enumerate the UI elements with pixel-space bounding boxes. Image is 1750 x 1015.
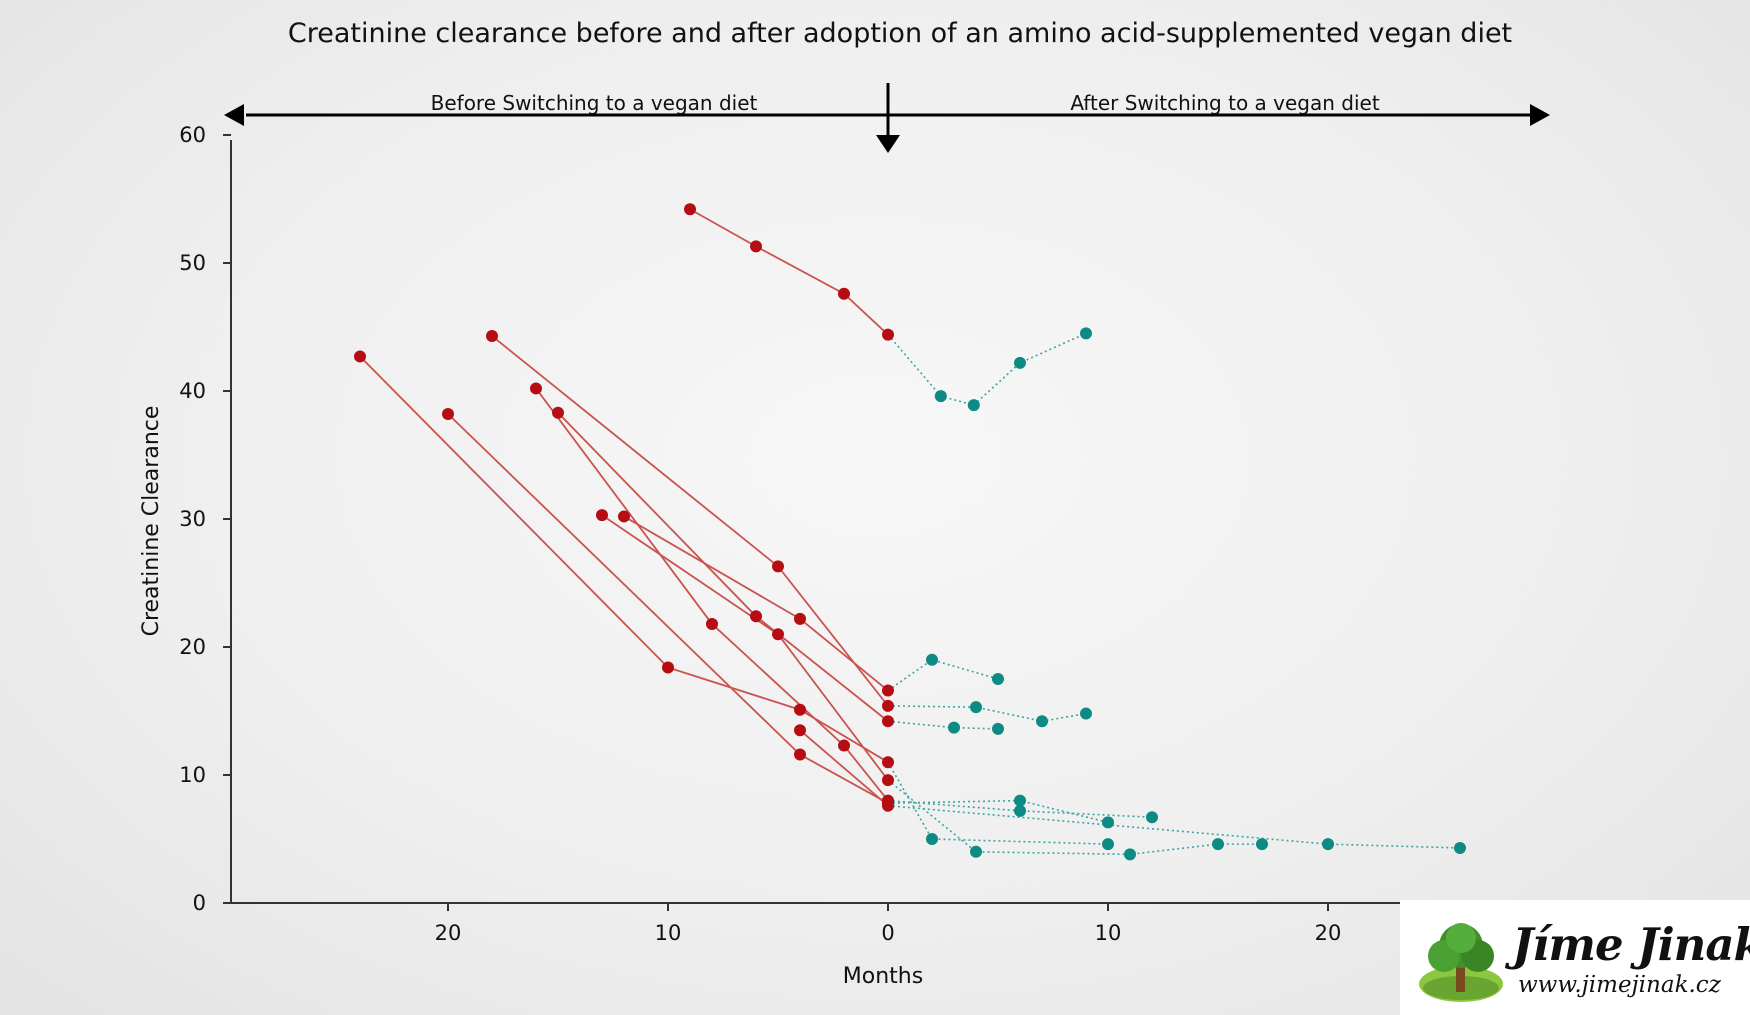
after-point bbox=[1102, 816, 1114, 829]
x-tick-label: 0 bbox=[881, 921, 894, 945]
after-point bbox=[992, 673, 1004, 685]
after-series-line-7 bbox=[887, 779, 1262, 856]
before-point bbox=[882, 756, 894, 769]
after-point bbox=[970, 701, 982, 714]
logo: Jíme Jinak www.jimejinak.cz bbox=[1400, 900, 1750, 1015]
after-point bbox=[992, 722, 1004, 735]
before-series-line-9 bbox=[799, 729, 889, 807]
after-point bbox=[1454, 841, 1466, 854]
before-point bbox=[552, 406, 564, 419]
after-series-line-1 bbox=[887, 332, 1087, 406]
tree-icon bbox=[1419, 923, 1503, 1002]
before-series-line-4 bbox=[491, 335, 889, 707]
y-tick-label: 0 bbox=[193, 891, 206, 915]
before-point bbox=[354, 350, 366, 363]
before-point bbox=[684, 203, 696, 216]
y-tick-label: 20 bbox=[179, 635, 206, 659]
after-point bbox=[1080, 327, 1092, 340]
before-series-line-2 bbox=[359, 355, 889, 763]
x-ticks: 20 10 0 10 20 bbox=[435, 903, 1342, 945]
before-series-line-5 bbox=[535, 387, 889, 802]
before-point bbox=[838, 287, 850, 300]
before-point bbox=[750, 610, 762, 623]
before-point bbox=[794, 703, 806, 716]
before-point bbox=[750, 240, 762, 253]
before-point bbox=[882, 715, 894, 728]
after-point bbox=[1014, 804, 1026, 817]
x-tick-label: 20 bbox=[435, 921, 462, 945]
timeline-arrowhead-left bbox=[224, 104, 244, 126]
phase-label-before: Before Switching to a vegan diet bbox=[431, 91, 758, 115]
after-point bbox=[1256, 838, 1268, 851]
before-point bbox=[596, 509, 608, 522]
phase-label-after: After Switching to a vegan diet bbox=[1070, 91, 1380, 115]
logo-url: www.jimejinak.cz bbox=[1518, 972, 1721, 998]
before-point bbox=[772, 560, 784, 573]
before-point bbox=[882, 799, 894, 812]
before-point bbox=[882, 684, 894, 697]
y-tick-label: 60 bbox=[179, 123, 206, 147]
before-series-line-1 bbox=[689, 208, 889, 336]
before-point bbox=[772, 628, 784, 641]
after-point bbox=[934, 390, 947, 403]
after-series-line-4 bbox=[887, 705, 1087, 723]
before-point bbox=[706, 617, 718, 630]
y-tick-label: 30 bbox=[179, 507, 206, 531]
before-point bbox=[442, 408, 454, 421]
x-tick-label: 10 bbox=[655, 921, 682, 945]
before-series-line-6 bbox=[557, 412, 889, 722]
before-point bbox=[530, 382, 542, 395]
after-point bbox=[926, 653, 938, 666]
after-point bbox=[1014, 356, 1026, 369]
after-point bbox=[1080, 707, 1092, 720]
after-point bbox=[1036, 715, 1048, 728]
before-point bbox=[838, 739, 850, 752]
after-point bbox=[926, 833, 938, 845]
x-tick-label: 20 bbox=[1315, 921, 1342, 945]
y-tick-label: 10 bbox=[179, 763, 206, 787]
before-point bbox=[794, 612, 806, 625]
y-axis-label: Creatinine Clearance bbox=[139, 406, 164, 637]
before-point bbox=[618, 510, 630, 523]
before-point bbox=[794, 724, 806, 737]
x-axis-label: Months bbox=[843, 964, 923, 989]
chart-title: Creatinine clearance before and after ad… bbox=[288, 18, 1512, 49]
after-series-line-6 bbox=[887, 720, 999, 730]
after-point bbox=[967, 399, 980, 412]
switch-point-arrowhead bbox=[876, 135, 900, 153]
before-point bbox=[882, 699, 894, 712]
series-layer bbox=[354, 203, 1466, 861]
x-tick-label: 10 bbox=[1095, 921, 1122, 945]
after-series-line-2 bbox=[887, 761, 1109, 845]
logo-title: Jíme Jinak bbox=[1512, 918, 1750, 971]
y-tick-label: 40 bbox=[179, 379, 206, 403]
before-point bbox=[794, 748, 806, 761]
before-point bbox=[486, 329, 498, 342]
after-series-line-8 bbox=[887, 658, 999, 692]
y-tick-label: 50 bbox=[179, 251, 206, 275]
after-series-line-9 bbox=[887, 804, 1461, 849]
after-series-line-5 bbox=[887, 799, 1153, 819]
after-point bbox=[1102, 838, 1114, 851]
before-series-line-3 bbox=[447, 413, 889, 804]
after-point bbox=[948, 721, 960, 734]
before-point bbox=[882, 774, 894, 787]
after-point bbox=[970, 845, 982, 858]
after-point bbox=[1146, 811, 1158, 824]
after-point bbox=[1014, 794, 1026, 807]
after-point bbox=[1212, 838, 1224, 851]
timeline-arrowhead-right bbox=[1530, 104, 1550, 126]
after-point bbox=[1124, 848, 1136, 861]
y-ticks: 0 10 20 30 40 50 60 bbox=[179, 123, 231, 915]
before-point bbox=[882, 328, 894, 341]
after-point bbox=[1322, 838, 1334, 851]
before-point bbox=[662, 661, 674, 674]
